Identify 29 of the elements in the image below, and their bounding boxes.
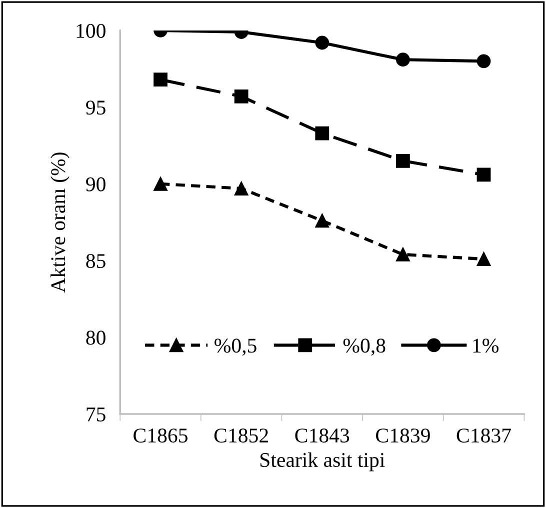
point (315, 126, 330, 140)
x-axis-title: Stearik asit tipi (260, 452, 385, 472)
point (396, 248, 410, 262)
point (234, 182, 248, 196)
point (396, 52, 410, 67)
point (476, 252, 491, 266)
legend-label: 1% (473, 338, 498, 353)
y-tick-label: 100 (76, 24, 106, 38)
y-tick-label: 85 (86, 254, 106, 268)
point (315, 214, 330, 228)
point (476, 54, 491, 68)
legend-label: %0,5 (214, 338, 256, 356)
point (154, 176, 168, 191)
y-tick-label: 95 (86, 100, 106, 115)
y-tick-label: 80 (86, 330, 106, 345)
x-tick-label: C1839 (376, 428, 430, 443)
x-tick-label: C1837 (456, 428, 511, 443)
x-tick-label: C1865 (134, 428, 188, 443)
legend-label: %0,8 (343, 338, 386, 356)
point (396, 154, 410, 168)
y-axis-title: Aktive oranı (%) (50, 152, 70, 293)
point (476, 168, 491, 182)
point (154, 72, 168, 87)
x-tick-label: C1843 (295, 428, 350, 443)
point (315, 36, 330, 50)
y-tick-label: 90 (86, 177, 106, 192)
y-tick-label: 75 (86, 408, 106, 422)
point (234, 90, 248, 104)
x-tick-label: C1852 (214, 428, 268, 443)
